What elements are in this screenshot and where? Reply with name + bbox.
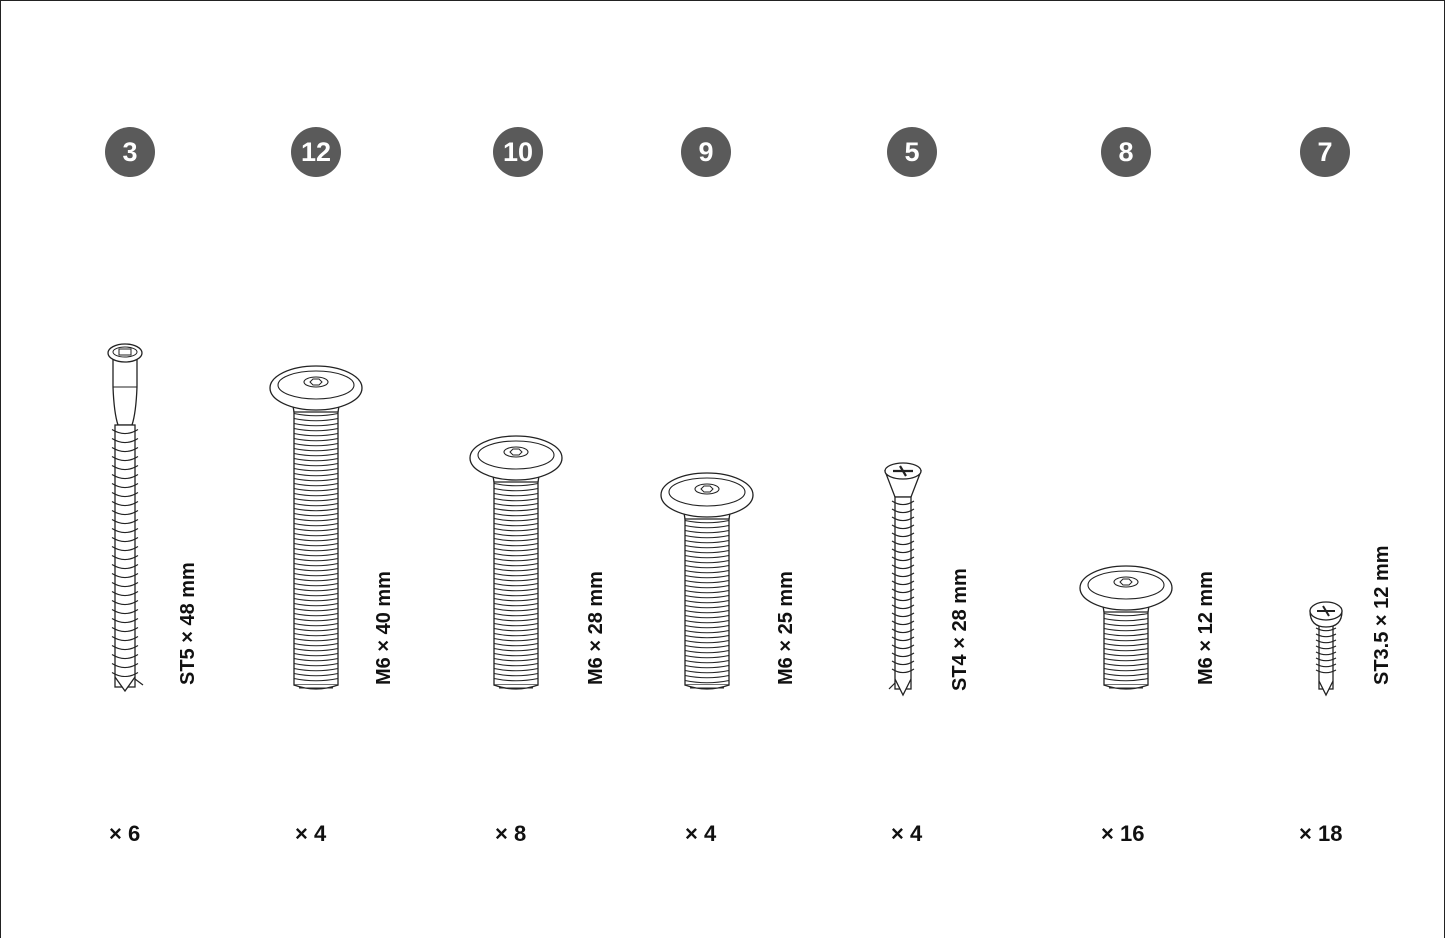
- part-quantity: × 4: [295, 821, 327, 846]
- part-number-badge: 10: [493, 127, 543, 177]
- part-quantity: × 4: [891, 821, 923, 846]
- part-size-label: ST3.5 × 12 mm: [1371, 545, 1393, 685]
- part-number-badge: 7: [1300, 127, 1350, 177]
- part-8: 8 M6 × 12 mm × 16: [951, 1, 1217, 939]
- part-5: 5 ST4 × 28 mm × 4: [761, 1, 971, 939]
- part-12: 12 M6 × 40 mm × 4: [191, 1, 395, 939]
- part-number-badge: 12: [291, 127, 341, 177]
- part-7: 7 ST3.5 × 12 mm × 18: [1141, 1, 1441, 939]
- phillips-wood-screw-icon: [884, 462, 922, 697]
- part-quantity: × 18: [1299, 821, 1343, 846]
- part-quantity: × 6: [109, 821, 141, 846]
- part-10: 10 M6 × 28 mm × 8: [381, 1, 607, 939]
- phillips-self-tapping-screw-icon: [1309, 601, 1343, 697]
- hex-machine-screw-icon: [469, 435, 563, 690]
- part-number-badge: 9: [681, 127, 731, 177]
- hex-machine-screw-icon: [269, 365, 363, 690]
- part-number-badge: 8: [1101, 127, 1151, 177]
- part-3: 3 ST5 × 48 mm × 6: [1, 1, 199, 939]
- part-number-badge: 5: [887, 127, 937, 177]
- hex-machine-screw-icon: [1079, 565, 1173, 690]
- hex-machine-screw-icon: [660, 472, 754, 690]
- part-quantity: × 8: [495, 821, 527, 846]
- part-9: 9 M6 × 25 mm × 4: [571, 1, 797, 939]
- part-number-badge: 3: [105, 127, 155, 177]
- part-quantity: × 16: [1101, 821, 1145, 846]
- cam-bolt-icon: [107, 343, 144, 693]
- part-quantity: × 4: [685, 821, 717, 846]
